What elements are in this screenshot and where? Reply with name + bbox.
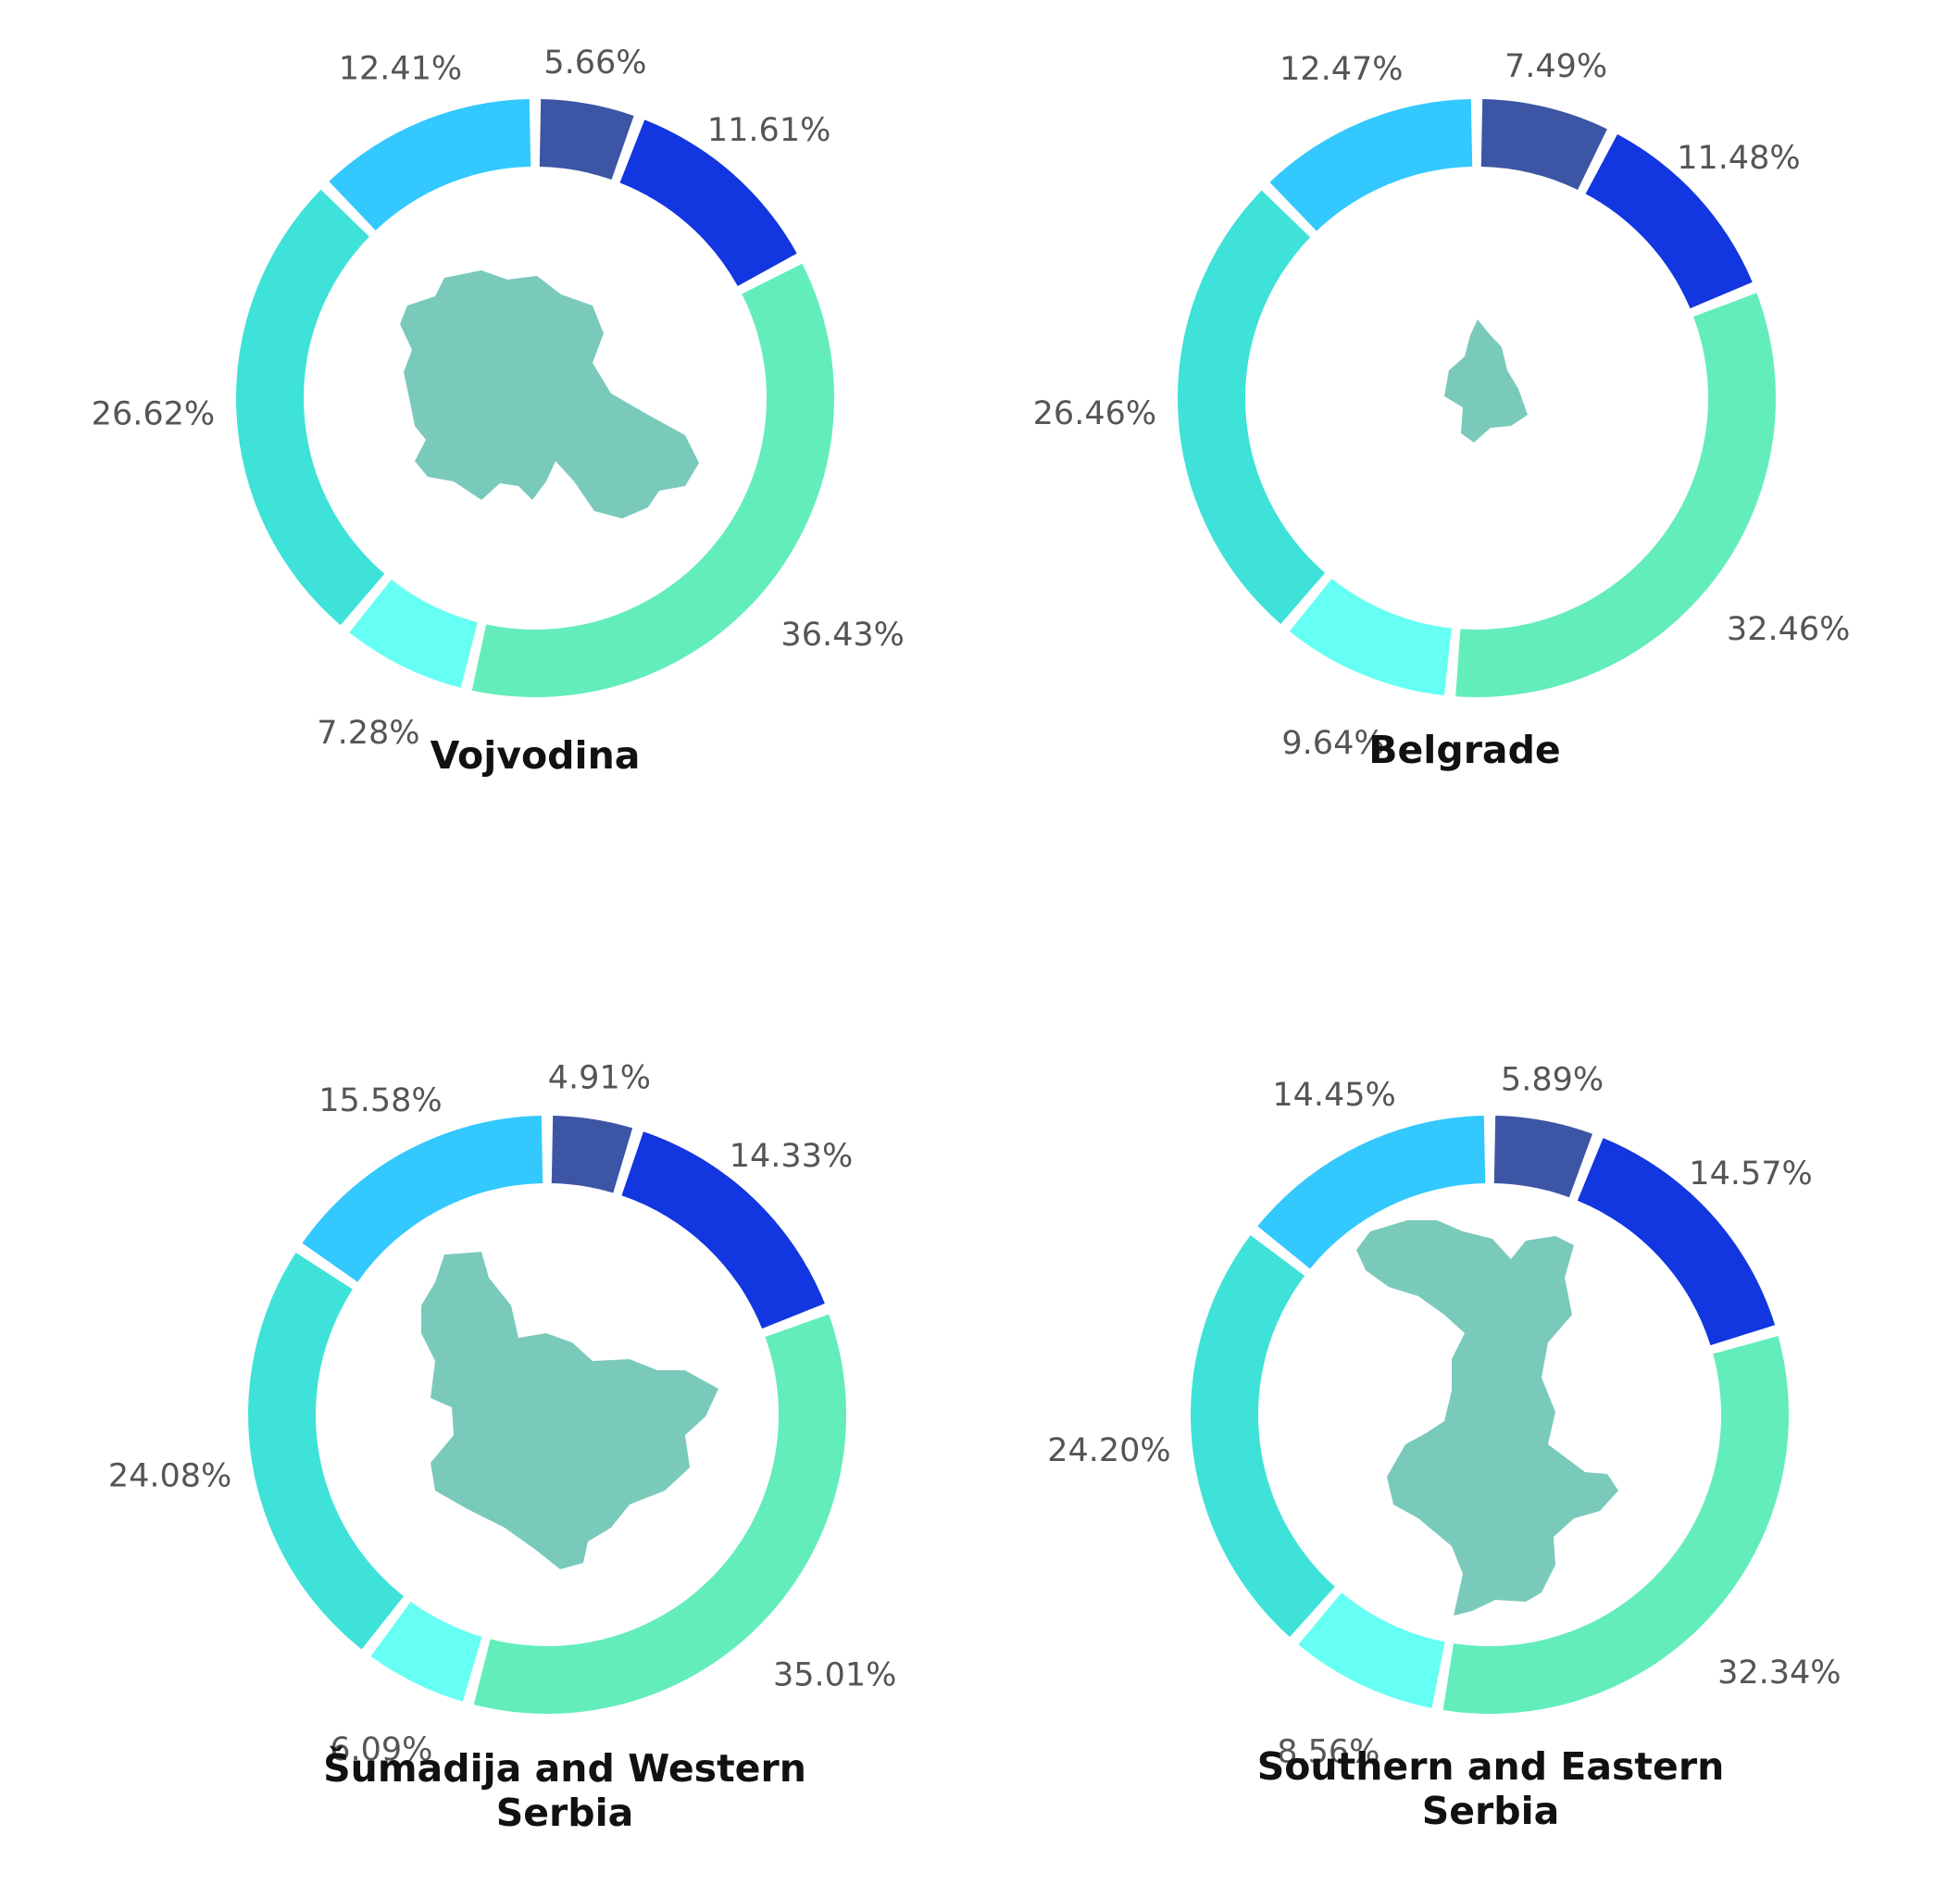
slice-label-belgrade-5: 12.47% bbox=[1280, 51, 1403, 88]
slice-label-sumadija-western-serbia-2: 35.01% bbox=[773, 1657, 896, 1694]
slice-label-sumadija-western-serbia-3: 6.09% bbox=[330, 1731, 432, 1768]
slice-vojvodina-1 bbox=[619, 119, 797, 287]
slice-vojvodina-0 bbox=[539, 99, 634, 181]
slice-sumadija-western-serbia-0 bbox=[551, 1116, 633, 1193]
slice-southern-eastern-serbia-4 bbox=[1190, 1235, 1335, 1638]
slice-label-sumadija-western-serbia-4: 24.08% bbox=[108, 1458, 231, 1495]
slice-label-vojvodina-3: 7.28% bbox=[317, 715, 419, 752]
slice-sumadija-western-serbia-1 bbox=[621, 1131, 825, 1330]
slice-label-belgrade-2: 32.46% bbox=[1727, 611, 1850, 648]
slice-sumadija-western-serbia-2 bbox=[473, 1314, 846, 1714]
slice-southern-eastern-serbia-0 bbox=[1493, 1116, 1593, 1198]
chart-title-sumadija-western-serbia: Šumadija and Western Serbia bbox=[323, 1746, 806, 1835]
slice-label-belgrade-1: 11.48% bbox=[1677, 140, 1800, 177]
slice-belgrade-3 bbox=[1289, 578, 1452, 696]
sumadija-map-icon bbox=[421, 1252, 718, 1569]
southern-eastern-map-icon bbox=[1356, 1220, 1618, 1616]
donut-vojvodina: 5.66% 11.61% 36.43% 7.28% 26.62% 12.41% bbox=[92, 44, 905, 752]
slice-label-southern-eastern-serbia-2: 32.34% bbox=[1717, 1655, 1841, 1692]
slice-label-southern-eastern-serbia-4: 24.20% bbox=[1047, 1432, 1170, 1469]
slice-label-vojvodina-2: 36.43% bbox=[780, 617, 904, 654]
slice-belgrade-0 bbox=[1480, 99, 1607, 191]
slice-belgrade-1 bbox=[1585, 133, 1753, 309]
slice-belgrade-2 bbox=[1455, 293, 1777, 697]
slice-southern-eastern-serbia-5 bbox=[1257, 1116, 1486, 1269]
belgrade-map-icon bbox=[1444, 319, 1528, 443]
slice-belgrade-5 bbox=[1269, 99, 1473, 231]
slice-label-belgrade-4: 26.46% bbox=[1033, 395, 1156, 432]
slice-label-vojvodina-4: 26.62% bbox=[92, 396, 215, 433]
chart-title-belgrade: Belgrade bbox=[1368, 728, 1561, 772]
slice-belgrade-4 bbox=[1178, 190, 1326, 624]
slice-sumadija-western-serbia-3 bbox=[370, 1601, 482, 1702]
chart-title-southern-eastern-serbia: Southern and Eastern Serbia bbox=[1256, 1744, 1725, 1833]
slice-vojvodina-5 bbox=[329, 99, 531, 231]
slice-label-southern-eastern-serbia-0: 5.89% bbox=[1501, 1061, 1604, 1098]
slice-label-sumadija-western-serbia-0: 4.91% bbox=[548, 1059, 651, 1096]
slice-label-belgrade-3: 9.64% bbox=[1281, 725, 1384, 762]
slice-vojvodina-2 bbox=[471, 263, 834, 697]
slice-sumadija-western-serbia-5 bbox=[302, 1116, 543, 1282]
slice-southern-eastern-serbia-1 bbox=[1577, 1138, 1776, 1346]
slice-label-southern-eastern-serbia-5: 14.45% bbox=[1272, 1077, 1395, 1114]
slice-sumadija-western-serbia-4 bbox=[248, 1252, 404, 1650]
slice-label-sumadija-western-serbia-1: 14.33% bbox=[730, 1138, 853, 1175]
slice-label-southern-eastern-serbia-3: 8.56% bbox=[1277, 1734, 1379, 1771]
donut-southern-eastern-serbia: 5.89% 14.57% 32.34% 8.56% 24.20% 14.45% bbox=[1047, 1061, 1841, 1770]
slice-vojvodina-4 bbox=[236, 189, 385, 626]
slice-label-vojvodina-5: 12.41% bbox=[339, 51, 462, 88]
slice-label-southern-eastern-serbia-1: 14.57% bbox=[1689, 1155, 1812, 1192]
slice-label-belgrade-0: 7.49% bbox=[1504, 48, 1607, 85]
slice-label-vojvodina-1: 11.61% bbox=[707, 112, 830, 149]
donut-sumadija-western-serbia: 4.91% 14.33% 35.01% 6.09% 24.08% 15.58% bbox=[108, 1059, 897, 1768]
slice-label-sumadija-western-serbia-5: 15.58% bbox=[318, 1082, 442, 1119]
chart-title-vojvodina: Vojvodina bbox=[430, 733, 641, 778]
slice-vojvodina-3 bbox=[349, 579, 478, 688]
slice-southern-eastern-serbia-3 bbox=[1298, 1592, 1445, 1708]
vojvodina-map-icon bbox=[400, 270, 699, 518]
slice-southern-eastern-serbia-2 bbox=[1442, 1336, 1789, 1714]
slice-label-vojvodina-0: 5.66% bbox=[543, 44, 646, 81]
donut-belgrade: 7.49% 11.48% 32.46% 9.64% 26.46% 12.47% bbox=[1033, 48, 1851, 762]
